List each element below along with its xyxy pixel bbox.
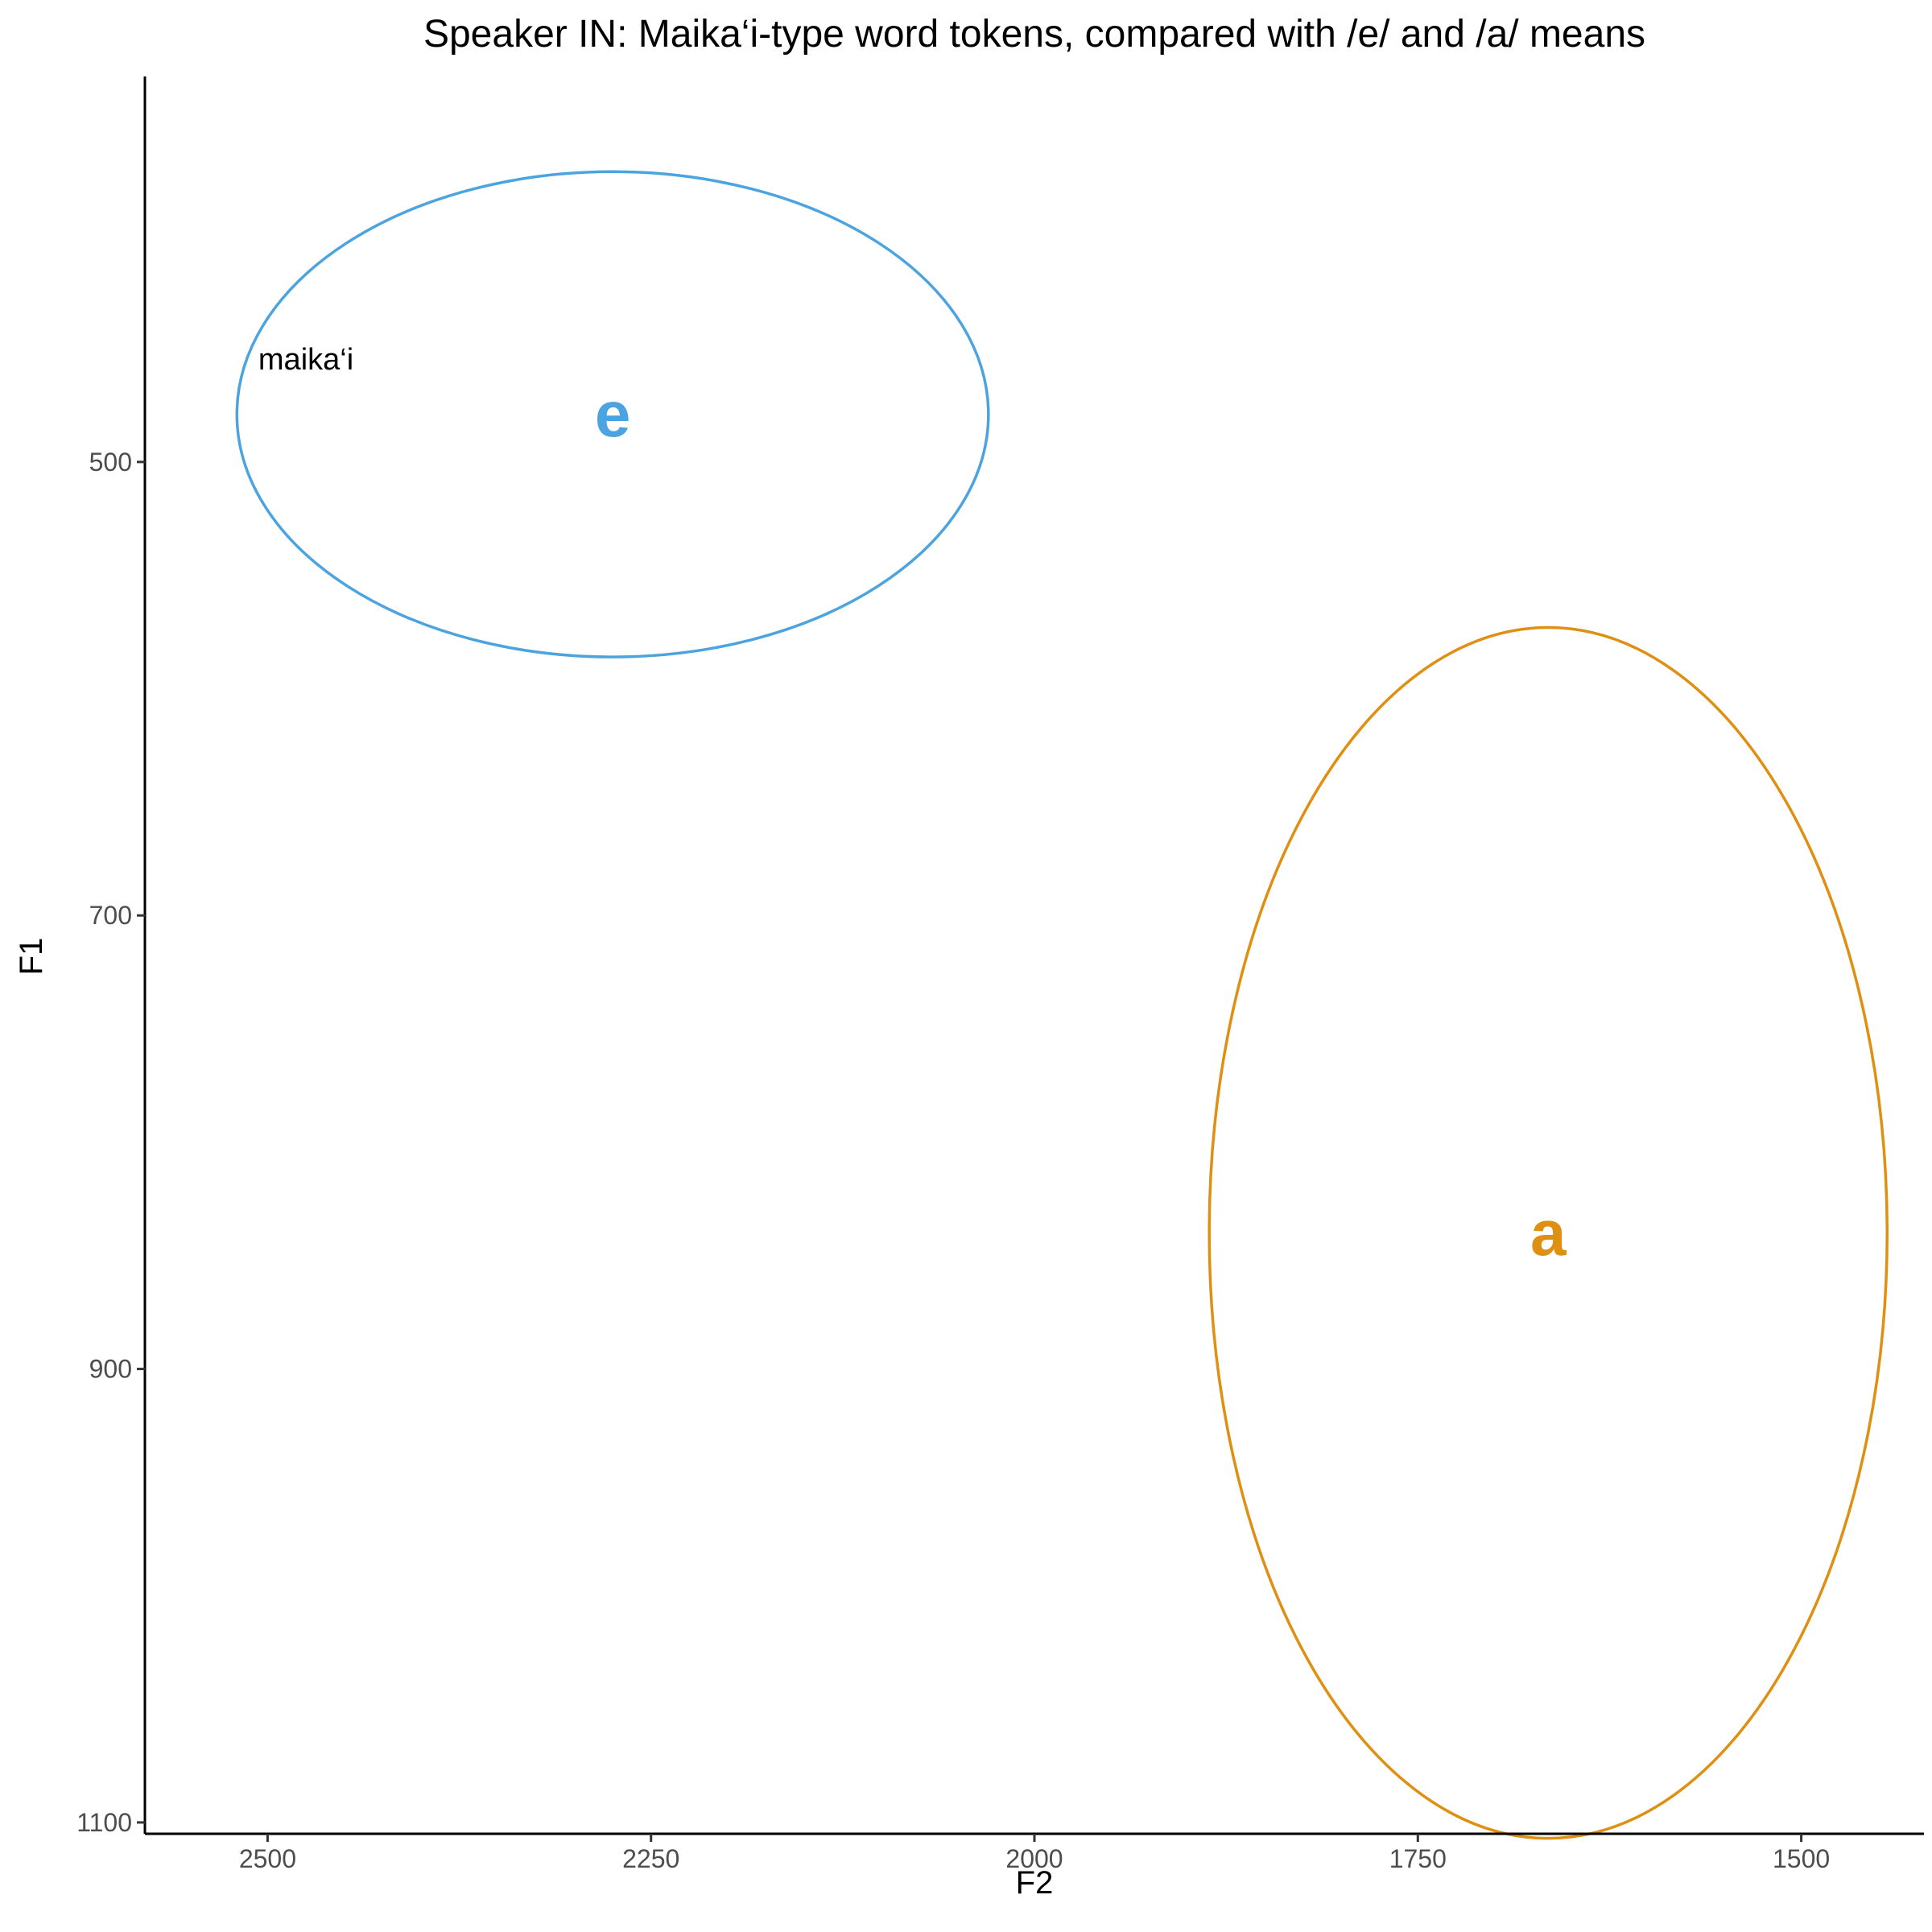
vowel-labels: ea — [595, 378, 1567, 1269]
y-tick-label: 900 — [89, 1355, 132, 1384]
x-tick-label: 2250 — [622, 1844, 679, 1873]
y-tick-label: 700 — [89, 901, 132, 930]
x-tick-label: 1750 — [1389, 1844, 1447, 1873]
token-label: maika‘i — [258, 343, 353, 377]
chart-title: Speaker IN: Maika‘i-type word tokens, co… — [423, 13, 1645, 56]
x-tick-label: 1500 — [1773, 1844, 1830, 1873]
token-labels: maika‘i — [258, 343, 353, 377]
y-axis: 500 700 900 1100 — [76, 76, 147, 1837]
x-tick-label: 2000 — [1005, 1844, 1063, 1873]
ellipse-e — [235, 170, 990, 658]
x-axis: 2500 2250 2000 1750 1500 — [145, 1832, 1924, 1873]
x-tick-label: 2500 — [239, 1844, 296, 1873]
y-tick-label: 500 — [89, 448, 132, 477]
ellipse-a — [1208, 625, 1889, 1840]
x-axis-title: F2 — [1016, 1865, 1054, 1901]
vowel-ellipses — [235, 170, 1889, 1840]
vowel-label-a: a — [1530, 1197, 1567, 1269]
y-axis-title: F1 — [14, 938, 49, 976]
vowel-label-e: e — [595, 378, 631, 450]
y-tick-label: 1100 — [76, 1808, 132, 1837]
